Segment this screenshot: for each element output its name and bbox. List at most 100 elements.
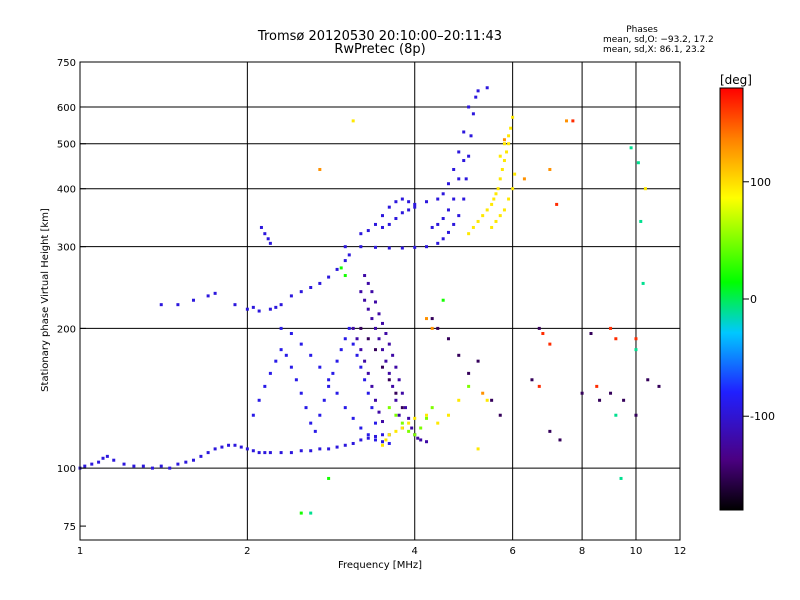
data-point bbox=[595, 384, 599, 388]
data-point bbox=[387, 378, 391, 382]
data-point bbox=[641, 281, 645, 285]
data-point bbox=[548, 342, 552, 346]
data-point bbox=[476, 89, 480, 93]
data-point bbox=[176, 303, 180, 307]
data-point bbox=[373, 222, 377, 226]
data-point bbox=[366, 307, 370, 311]
data-point bbox=[373, 438, 377, 442]
data-point bbox=[289, 365, 293, 369]
colorbar-ticks: 100 0 -100 bbox=[743, 176, 775, 423]
data-point bbox=[359, 232, 363, 236]
data-point bbox=[387, 246, 391, 250]
data-point bbox=[471, 225, 475, 229]
data-point bbox=[318, 281, 322, 285]
plot-frame bbox=[79, 61, 681, 541]
x-tick-label: 2 bbox=[244, 546, 250, 557]
x-axis-label: Frequency [MHz] bbox=[338, 560, 422, 571]
data-point bbox=[589, 332, 593, 336]
data-point bbox=[322, 398, 326, 402]
data-point bbox=[233, 443, 237, 447]
data-point bbox=[537, 326, 541, 330]
data-point bbox=[289, 332, 293, 336]
data-point bbox=[366, 433, 370, 437]
y-tick-label: 500 bbox=[57, 140, 76, 151]
data-point bbox=[419, 438, 423, 442]
data-point bbox=[425, 245, 429, 249]
data-point bbox=[657, 384, 661, 388]
data-point bbox=[377, 337, 381, 341]
data-point bbox=[476, 219, 480, 223]
data-point bbox=[347, 253, 351, 257]
data-point bbox=[380, 321, 384, 325]
data-point bbox=[404, 406, 408, 410]
data-point bbox=[407, 200, 411, 204]
data-point bbox=[457, 398, 461, 402]
phases-title: Phases bbox=[626, 25, 658, 35]
data-point bbox=[548, 167, 552, 171]
x-tick-label: 4 bbox=[412, 546, 418, 557]
data-point bbox=[370, 384, 374, 388]
data-point bbox=[410, 426, 414, 430]
data-point bbox=[363, 274, 367, 278]
x-tick-label: 12 bbox=[674, 546, 687, 557]
data-point bbox=[318, 413, 322, 417]
data-point bbox=[634, 413, 638, 417]
data-point bbox=[380, 443, 384, 447]
data-point bbox=[481, 391, 485, 395]
x-tick-label: 1 bbox=[77, 546, 83, 557]
chart-subtitle: RwPretec (8p) bbox=[334, 42, 425, 57]
data-point bbox=[457, 150, 461, 154]
y-tick-label: 200 bbox=[57, 324, 76, 335]
x-tick-label: 8 bbox=[579, 546, 585, 557]
data-point bbox=[436, 222, 440, 226]
data-point bbox=[343, 406, 347, 410]
data-point bbox=[558, 438, 562, 442]
data-point bbox=[407, 416, 411, 420]
data-point bbox=[351, 342, 355, 346]
data-point bbox=[327, 476, 331, 480]
data-point bbox=[498, 177, 502, 181]
data-point bbox=[446, 208, 450, 212]
data-point bbox=[387, 222, 391, 226]
data-point bbox=[469, 134, 473, 138]
data-point bbox=[387, 342, 391, 346]
data-point bbox=[485, 86, 489, 90]
data-point bbox=[502, 138, 506, 142]
data-point bbox=[502, 208, 506, 212]
data-point bbox=[309, 353, 313, 357]
data-point bbox=[397, 378, 401, 382]
data-point bbox=[492, 197, 496, 201]
data-point bbox=[377, 312, 381, 316]
data-point bbox=[122, 462, 126, 466]
data-point bbox=[176, 462, 180, 466]
data-point bbox=[446, 182, 450, 186]
y-tick-label: 400 bbox=[57, 185, 76, 196]
data-point bbox=[511, 115, 515, 119]
data-point bbox=[598, 398, 602, 402]
data-point bbox=[490, 202, 494, 206]
data-point bbox=[380, 214, 384, 218]
data-point bbox=[132, 464, 136, 468]
data-point bbox=[462, 197, 466, 201]
data-point bbox=[213, 291, 217, 295]
data-point bbox=[309, 286, 313, 290]
data-point bbox=[380, 433, 384, 437]
data-point bbox=[159, 464, 163, 468]
data-point bbox=[446, 413, 450, 417]
data-point bbox=[407, 429, 411, 433]
data-point bbox=[502, 142, 506, 146]
data-point bbox=[366, 436, 370, 440]
data-point bbox=[366, 229, 370, 233]
data-point bbox=[555, 202, 559, 206]
data-point bbox=[359, 438, 363, 442]
data-point bbox=[335, 359, 339, 363]
data-points bbox=[78, 86, 661, 515]
data-point bbox=[571, 119, 575, 123]
data-point bbox=[467, 384, 471, 388]
data-point bbox=[485, 398, 489, 402]
data-point bbox=[436, 197, 440, 201]
colorbar bbox=[719, 87, 744, 511]
data-point bbox=[507, 197, 511, 201]
data-point bbox=[384, 332, 388, 336]
y-tick-label: 600 bbox=[57, 103, 76, 114]
